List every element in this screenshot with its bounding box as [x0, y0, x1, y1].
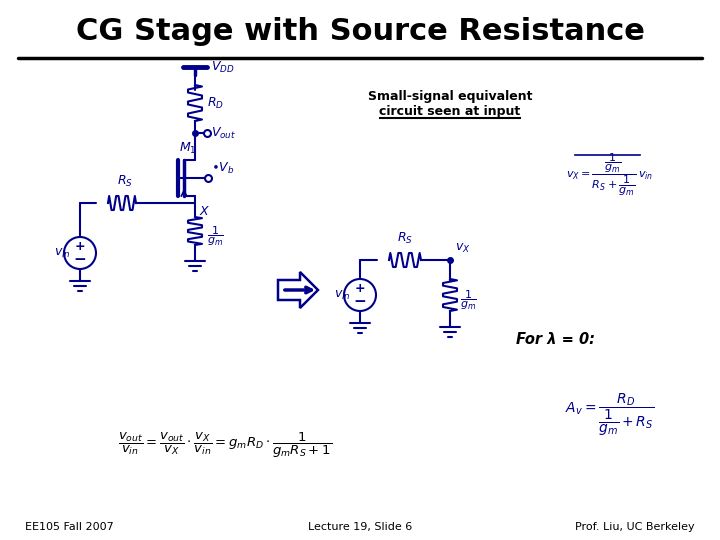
Text: $R_D$: $R_D$ [207, 96, 224, 111]
Text: CG Stage with Source Resistance: CG Stage with Source Resistance [76, 17, 644, 46]
Text: −: − [354, 294, 366, 309]
Text: $A_v = \dfrac{R_D}{\dfrac{1}{g_m}+R_S}$: $A_v = \dfrac{R_D}{\dfrac{1}{g_m}+R_S}$ [565, 392, 654, 438]
Text: Small-signal equivalent
circuit seen at input: Small-signal equivalent circuit seen at … [368, 90, 532, 118]
Text: +: + [355, 282, 365, 295]
Text: $V_{DD}$: $V_{DD}$ [211, 59, 235, 75]
Text: $R_S$: $R_S$ [117, 174, 133, 189]
Text: −: − [73, 253, 86, 267]
Text: For λ = 0:: For λ = 0: [516, 333, 595, 348]
Text: $\dfrac{1}{g_m}$: $\dfrac{1}{g_m}$ [207, 224, 224, 248]
Text: $X$: $X$ [199, 205, 210, 218]
Text: $\dfrac{1}{g_m}$: $\dfrac{1}{g_m}$ [460, 288, 477, 312]
Text: Lecture 19, Slide 6: Lecture 19, Slide 6 [308, 522, 412, 532]
Text: $V_{out}$: $V_{out}$ [211, 125, 236, 140]
Text: $v_X = \dfrac{\dfrac{1}{g_m}}{R_S+\dfrac{1}{g_m}}\,v_{in}$: $v_X = \dfrac{\dfrac{1}{g_m}}{R_S+\dfrac… [567, 152, 654, 198]
Text: $R_S$: $R_S$ [397, 231, 413, 246]
Text: $\bullet V_b$: $\bullet V_b$ [211, 161, 235, 176]
Text: $v_{in}$: $v_{in}$ [54, 246, 71, 260]
Text: Prof. Liu, UC Berkeley: Prof. Liu, UC Berkeley [575, 522, 695, 532]
Text: +: + [75, 240, 85, 253]
Text: $M_1$: $M_1$ [179, 141, 197, 156]
Polygon shape [278, 272, 318, 308]
Text: $\dfrac{v_{out}}{v_{in}}=\dfrac{v_{out}}{v_X}\cdot\dfrac{v_X}{v_{in}}=g_m R_D\cd: $\dfrac{v_{out}}{v_{in}}=\dfrac{v_{out}}… [118, 430, 332, 460]
Text: $v_X$: $v_X$ [455, 242, 471, 255]
Text: $v_{in}$: $v_{in}$ [334, 288, 351, 301]
Text: EE105 Fall 2007: EE105 Fall 2007 [25, 522, 114, 532]
